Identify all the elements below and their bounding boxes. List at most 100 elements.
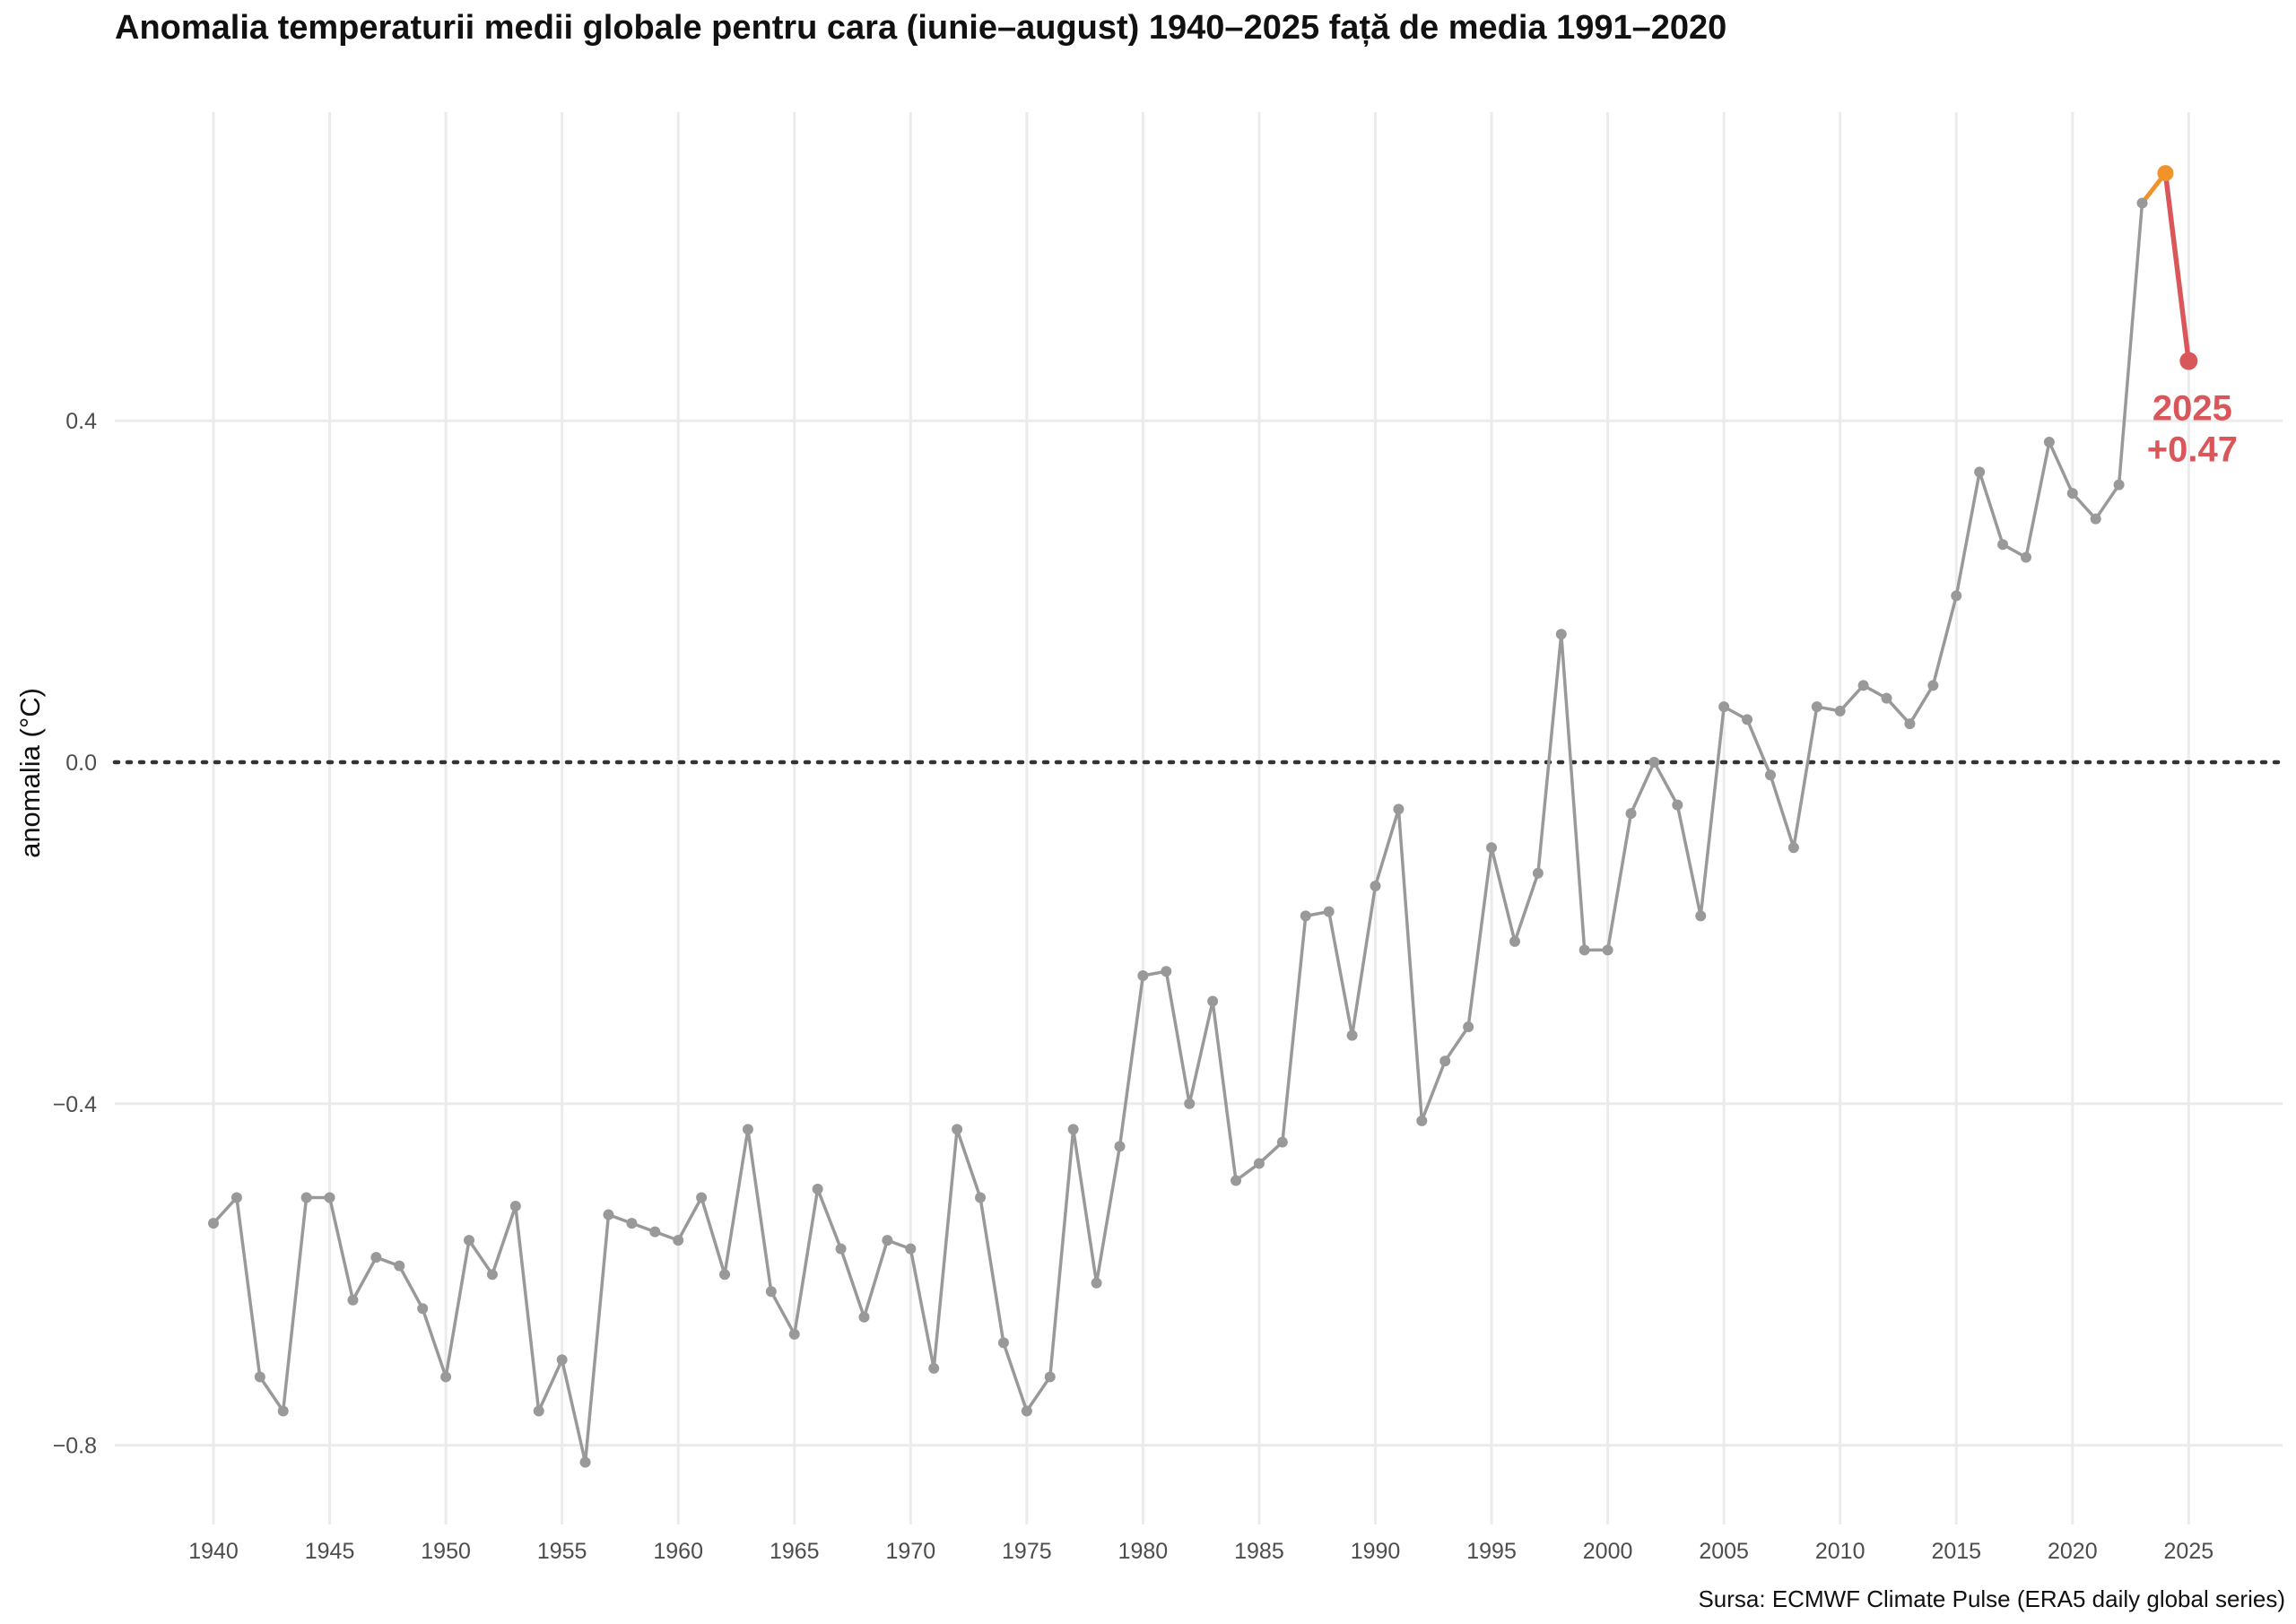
data-point bbox=[1231, 1175, 1242, 1186]
data-point bbox=[2066, 488, 2078, 499]
x-tick-label: 1980 bbox=[1118, 1539, 1169, 1564]
horizontal-gridlines bbox=[115, 419, 2283, 1447]
annotation-year: 2025 bbox=[2152, 389, 2232, 429]
x-tick-label: 2000 bbox=[1583, 1539, 1633, 1564]
x-tick-label: 1970 bbox=[885, 1539, 935, 1564]
data-point bbox=[882, 1235, 893, 1246]
x-tick-label: 1960 bbox=[653, 1539, 703, 1564]
data-point bbox=[1486, 842, 1498, 854]
data-point-2024 bbox=[2157, 165, 2174, 182]
data-point bbox=[394, 1260, 405, 1272]
series-lines bbox=[212, 170, 2192, 1464]
data-point bbox=[1253, 1158, 1265, 1169]
data-point bbox=[1695, 910, 1707, 922]
data-point bbox=[277, 1405, 289, 1417]
data-point bbox=[1951, 590, 1962, 602]
data-point bbox=[1323, 906, 1335, 917]
data-point bbox=[1997, 539, 2009, 551]
data-point bbox=[1276, 1136, 1288, 1148]
x-tick-label: 1950 bbox=[421, 1539, 471, 1564]
annotations: 2025+0.47 bbox=[2147, 389, 2238, 470]
data-point bbox=[324, 1192, 335, 1203]
chart-title: Anomalia temperaturii medii globale pent… bbox=[115, 9, 1727, 47]
x-tick-label: 2015 bbox=[1931, 1539, 1981, 1564]
data-point bbox=[1370, 881, 1381, 892]
data-point bbox=[2020, 551, 2031, 563]
data-point bbox=[370, 1252, 382, 1264]
data-point bbox=[1207, 995, 1219, 1007]
data-point bbox=[230, 1192, 242, 1203]
data-point bbox=[417, 1303, 429, 1315]
y-tick-label: 0.4 bbox=[65, 409, 97, 434]
data-point bbox=[765, 1286, 777, 1298]
data-point bbox=[2090, 513, 2101, 525]
y-axis-label: anomalia (°C) bbox=[14, 688, 46, 858]
x-tick-label: 1965 bbox=[770, 1539, 820, 1564]
y-axis-tick-labels: −0.8 −0.4 0.0 0.4 bbox=[53, 409, 97, 1458]
data-point bbox=[1439, 1055, 1451, 1067]
data-point bbox=[486, 1269, 498, 1281]
data-point bbox=[1463, 1021, 1474, 1033]
data-point bbox=[858, 1311, 870, 1323]
y-tick-label: 0.0 bbox=[65, 751, 97, 776]
data-point bbox=[1532, 867, 1544, 879]
data-point bbox=[440, 1371, 452, 1383]
data-point bbox=[1625, 808, 1637, 820]
series-line-2025 bbox=[2162, 170, 2192, 364]
data-point bbox=[1184, 1098, 1196, 1109]
x-tick-label: 1975 bbox=[1002, 1539, 1052, 1564]
data-point bbox=[1974, 466, 1986, 478]
data-point bbox=[464, 1235, 475, 1246]
data-point bbox=[603, 1209, 614, 1220]
data-point bbox=[835, 1243, 847, 1255]
data-point bbox=[1114, 1141, 1126, 1152]
data-point bbox=[2043, 437, 2055, 447]
data-point bbox=[1091, 1277, 1102, 1289]
data-point bbox=[1602, 944, 1613, 956]
data-point bbox=[1067, 1124, 1079, 1135]
data-points bbox=[208, 165, 2198, 1468]
x-tick-label: 2010 bbox=[1815, 1539, 1866, 1564]
data-point bbox=[1648, 757, 1660, 768]
data-point bbox=[1834, 705, 1846, 716]
data-point bbox=[1904, 718, 1916, 730]
data-point bbox=[1509, 935, 1520, 947]
data-point bbox=[928, 1362, 940, 1374]
data-point bbox=[1764, 769, 1776, 781]
data-point bbox=[1857, 680, 1869, 691]
data-point bbox=[1927, 680, 1939, 691]
series-line-main bbox=[212, 201, 2144, 1464]
data-point bbox=[719, 1269, 731, 1281]
data-point bbox=[626, 1218, 638, 1229]
data-point bbox=[509, 1201, 521, 1212]
data-point bbox=[673, 1235, 684, 1246]
data-point bbox=[742, 1124, 753, 1135]
source-caption: Sursa: ECMWF Climate Pulse (ERA5 daily g… bbox=[1698, 1585, 2285, 1612]
data-point bbox=[1137, 970, 1149, 981]
data-point bbox=[1300, 910, 1311, 922]
data-point bbox=[2113, 479, 2125, 491]
data-point bbox=[1811, 701, 1822, 713]
data-point bbox=[2136, 197, 2148, 209]
data-point bbox=[1578, 944, 1590, 956]
data-point-2025 bbox=[2179, 352, 2198, 370]
data-point bbox=[975, 1192, 987, 1203]
data-point bbox=[1742, 714, 1753, 725]
data-point bbox=[556, 1354, 568, 1366]
data-point bbox=[1416, 1115, 1428, 1126]
x-tick-label: 1955 bbox=[537, 1539, 587, 1564]
data-point bbox=[905, 1243, 917, 1255]
data-point bbox=[696, 1192, 708, 1203]
vertical-gridlines bbox=[212, 112, 2190, 1524]
data-point bbox=[1555, 629, 1567, 640]
data-point bbox=[997, 1337, 1009, 1349]
data-point bbox=[1718, 701, 1730, 713]
data-point bbox=[579, 1456, 591, 1468]
data-point bbox=[533, 1405, 544, 1417]
x-tick-label: 2005 bbox=[1699, 1539, 1749, 1564]
data-point bbox=[1044, 1371, 1056, 1383]
data-point bbox=[1161, 966, 1172, 977]
data-point bbox=[812, 1184, 823, 1194]
x-tick-label: 2020 bbox=[2048, 1539, 2098, 1564]
